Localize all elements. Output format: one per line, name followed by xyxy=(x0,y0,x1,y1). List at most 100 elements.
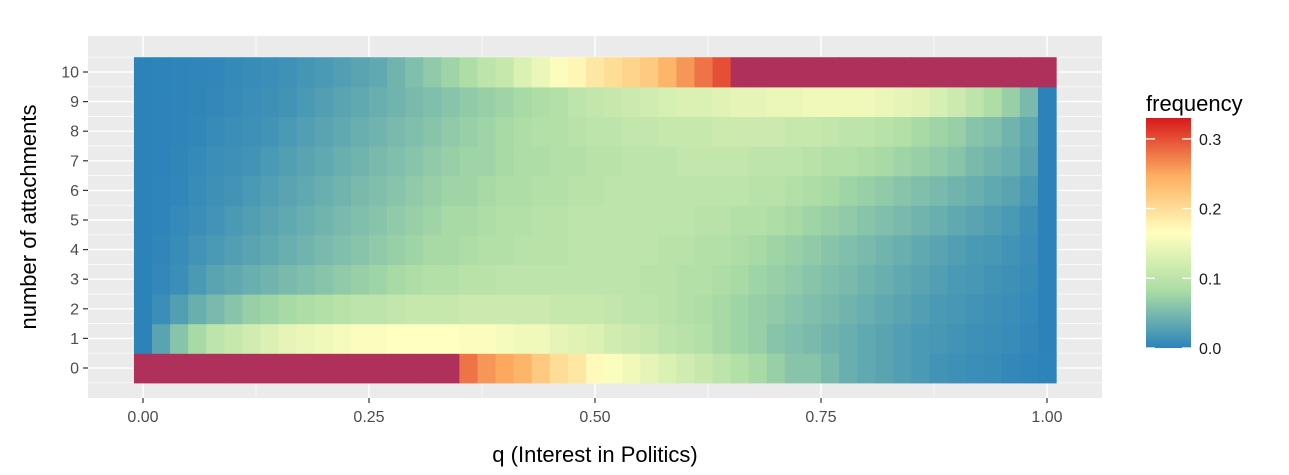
heatmap-cell xyxy=(676,264,696,295)
heatmap-cell xyxy=(784,234,804,265)
heatmap-cell xyxy=(965,353,985,384)
y-axis-title: number of attachments xyxy=(16,104,41,329)
heatmap-cell xyxy=(567,353,587,384)
heatmap-cell xyxy=(296,234,316,265)
heatmap-cell xyxy=(911,205,931,236)
heatmap-cell xyxy=(332,323,352,354)
y-tick-label: 6 xyxy=(70,183,79,200)
heatmap-cell xyxy=(965,57,985,88)
heatmap-cell xyxy=(188,234,207,265)
heatmap-cell xyxy=(875,146,894,177)
heatmap-cell xyxy=(694,86,714,117)
heatmap-cell xyxy=(260,323,280,354)
heatmap-cell xyxy=(332,146,352,177)
heatmap-cell xyxy=(332,294,352,325)
heatmap-cell xyxy=(332,205,352,236)
heatmap-cell xyxy=(278,57,298,88)
heatmap-cell xyxy=(495,353,515,384)
heatmap-cell xyxy=(405,323,424,354)
heatmap-cell xyxy=(622,264,641,295)
y-tick-label: 1 xyxy=(70,331,79,348)
heatmap-cell xyxy=(314,294,334,325)
heatmap-cell xyxy=(405,57,424,88)
heatmap-cell xyxy=(387,116,406,147)
heatmap-cell xyxy=(658,57,677,88)
heatmap-cell xyxy=(224,57,244,88)
heatmap-cell xyxy=(585,146,605,177)
heatmap-cell xyxy=(531,353,551,384)
heatmap-cell xyxy=(585,353,605,384)
heatmap-cell xyxy=(531,323,551,354)
heatmap-cell xyxy=(332,353,352,384)
heatmap-cell xyxy=(730,146,750,177)
heatmap-cell xyxy=(242,57,262,88)
heatmap-cell xyxy=(784,294,804,325)
heatmap-cell xyxy=(224,264,244,295)
heatmap-cell xyxy=(1001,146,1021,177)
heatmap-cell xyxy=(748,57,768,88)
heatmap-cell xyxy=(585,323,605,354)
heatmap-cell xyxy=(531,57,551,88)
heatmap-cell xyxy=(640,146,659,177)
y-tick-label: 0 xyxy=(70,361,79,378)
heatmap-cell xyxy=(152,234,171,265)
heatmap-cell xyxy=(133,175,153,206)
heatmap-cell xyxy=(495,116,515,147)
heatmap-cell xyxy=(242,294,262,325)
heatmap-cell xyxy=(965,294,985,325)
heatmap-cell xyxy=(585,205,605,236)
heatmap-cell xyxy=(278,264,298,295)
heatmap-cell xyxy=(188,323,207,354)
heatmap-cell xyxy=(513,146,533,177)
heatmap-cell xyxy=(567,146,587,177)
heatmap-cell xyxy=(694,175,714,206)
heatmap-cell xyxy=(983,353,1003,384)
heatmap-cell xyxy=(459,57,479,88)
heatmap-cell xyxy=(947,205,967,236)
heatmap-cell xyxy=(857,86,876,117)
heatmap-cell xyxy=(983,86,1003,117)
heatmap-cell xyxy=(893,234,912,265)
heatmap-cell xyxy=(1001,86,1021,117)
heatmap-cell xyxy=(423,264,442,295)
heatmap-cell xyxy=(658,86,677,117)
heatmap-cell xyxy=(821,264,840,295)
heatmap-cell xyxy=(658,264,677,295)
heatmap-cell xyxy=(296,353,316,384)
heatmap-cell xyxy=(513,86,533,117)
heatmap-cell xyxy=(441,175,460,206)
heatmap-cell xyxy=(278,175,298,206)
heatmap-cell xyxy=(405,86,424,117)
heatmap-cell xyxy=(766,116,786,147)
heatmap-cell xyxy=(206,86,225,117)
heatmap-cell xyxy=(748,146,768,177)
heatmap-cell xyxy=(1019,264,1039,295)
heatmap-cell xyxy=(604,175,623,206)
heatmap-cell xyxy=(1019,116,1039,147)
heatmap-cell xyxy=(585,57,605,88)
heatmap-cell xyxy=(260,175,280,206)
heatmap-cell xyxy=(730,205,750,236)
heatmap-cell xyxy=(332,234,352,265)
heatmap-cell xyxy=(676,146,696,177)
heatmap-cell xyxy=(314,205,334,236)
heatmap-cell xyxy=(423,116,442,147)
heatmap-cell xyxy=(549,146,569,177)
heatmap-cell xyxy=(170,175,189,206)
heatmap-cell xyxy=(640,323,659,354)
heatmap-cell xyxy=(965,264,985,295)
heatmap-cell xyxy=(441,205,460,236)
heatmap-cell xyxy=(332,57,352,88)
heatmap-cell xyxy=(405,116,424,147)
heatmap-cell xyxy=(658,146,677,177)
heatmap-cell xyxy=(730,116,750,147)
heatmap-cell xyxy=(893,323,912,354)
heatmap-cell xyxy=(585,116,605,147)
heatmap-cell xyxy=(423,86,442,117)
heatmap-cell xyxy=(206,57,225,88)
heatmap-cell xyxy=(170,57,189,88)
heatmap-cell xyxy=(712,86,732,117)
heatmap-cell xyxy=(133,234,153,265)
heatmap-cell xyxy=(965,234,985,265)
heatmap-cell xyxy=(242,175,262,206)
